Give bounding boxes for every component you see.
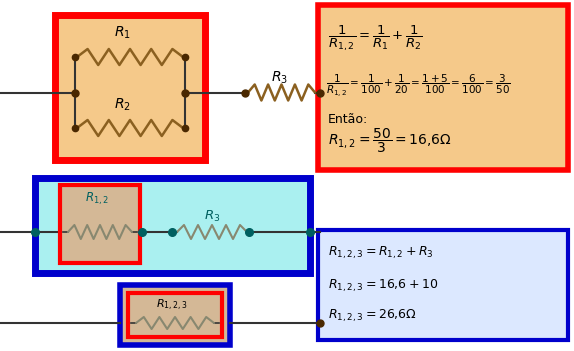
Text: $R_{1,2,3}=26{,}6\Omega$: $R_{1,2,3}=26{,}6\Omega$ [328, 308, 417, 324]
Bar [60, 185, 140, 263]
Text: $R_{1,2,3}$: $R_{1,2,3}$ [156, 297, 188, 312]
Text: $R_2$: $R_2$ [114, 97, 130, 113]
Text: $R_{1,2}=\dfrac{50}{3}=16{,}6\Omega$: $R_{1,2}=\dfrac{50}{3}=16{,}6\Omega$ [328, 127, 452, 155]
Bar [55, 15, 205, 160]
Bar [120, 285, 230, 345]
Text: $R_{1,2,3}=R_{1,2}+R_3$: $R_{1,2,3}=R_{1,2}+R_3$ [328, 245, 433, 261]
Bar [318, 230, 568, 340]
Bar [318, 5, 568, 170]
Text: $R_3$: $R_3$ [272, 69, 289, 86]
Text: Então:: Então: [328, 113, 369, 126]
Text: $R_{1,2,3}=16{,}6+10$: $R_{1,2,3}=16{,}6+10$ [328, 278, 439, 294]
Text: $R_{1,2}$: $R_{1,2}$ [85, 191, 109, 207]
Bar [128, 293, 222, 337]
Text: $\dfrac{1}{R_{1,2}}=\dfrac{1}{R_1}+\dfrac{1}{R_2}$: $\dfrac{1}{R_{1,2}}=\dfrac{1}{R_1}+\dfra… [328, 23, 423, 53]
Text: $R_1$: $R_1$ [114, 25, 130, 41]
Bar [35, 178, 310, 273]
Text: $R_3$: $R_3$ [204, 208, 220, 224]
Text: $\dfrac{1}{R_{1,2}}=\dfrac{1}{100}+\dfrac{1}{20}=\dfrac{1+5}{100}=\dfrac{6}{100}: $\dfrac{1}{R_{1,2}}=\dfrac{1}{100}+\dfra… [326, 73, 511, 99]
